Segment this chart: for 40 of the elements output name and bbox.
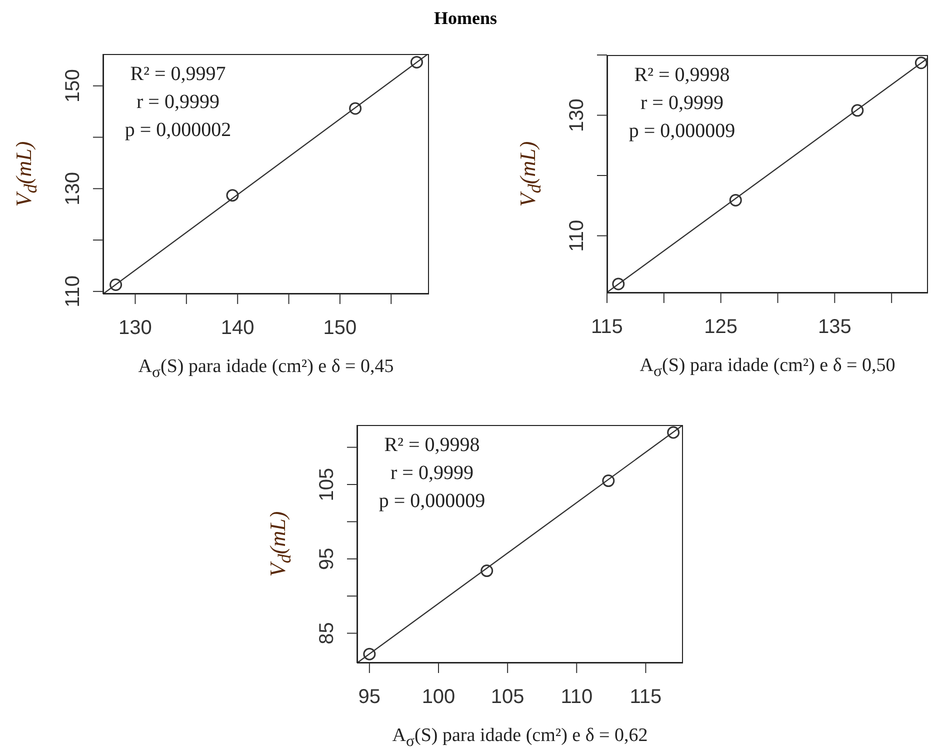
point [110, 278, 122, 291]
annotation: R² = 0,9998 [383, 433, 481, 458]
x-axis-title: A$_{σ}$(S) para idade (cm²) e δ = 0,50 [640, 355, 896, 381]
point [480, 564, 494, 578]
y-tick-label: 150 [62, 69, 84, 103]
annotation: R² = 0,9998 [633, 63, 731, 88]
annotation: p = 0,000009 [378, 489, 486, 514]
point [226, 189, 239, 202]
x-tick-label: 105 [490, 686, 524, 708]
point [612, 278, 625, 290]
x-axis-title: A$_{σ}$(S) para idade (cm²) e δ = 0,62 [392, 725, 648, 749]
y-tick-label: 95 [316, 548, 338, 570]
annotation: r = 0,9999 [640, 91, 724, 116]
annotation: r = 0,9999 [136, 90, 220, 115]
point [667, 426, 680, 439]
point [363, 648, 376, 660]
annotation: p = 0,000002 [124, 118, 232, 143]
y-tick-label: 85 [316, 622, 338, 644]
x-tick-label: 130 [118, 317, 152, 340]
point [729, 194, 742, 206]
point [410, 56, 423, 68]
annotation: p = 0,000009 [628, 119, 736, 144]
x-tick-label: 115 [630, 686, 662, 708]
x-axis-title: A$_{σ}$(S) para idade (cm²) e δ = 0,45 [138, 356, 394, 382]
point [851, 104, 864, 117]
text: Homens [433, 8, 498, 29]
y-tick-label: 105 [316, 468, 338, 502]
x-tick-label: 95 [358, 686, 381, 708]
annotation: r = 0,9999 [390, 461, 474, 486]
point [349, 102, 362, 115]
x-tick-label: 115 [591, 316, 623, 338]
x-tick-label: 140 [220, 317, 254, 340]
y-tick-label: 130 [62, 172, 84, 206]
point [602, 474, 615, 488]
x-tick-label: 125 [704, 316, 738, 338]
y-tick-label: 110 [62, 275, 84, 308]
x-tick-label: 100 [422, 686, 456, 708]
point [914, 56, 928, 70]
x-tick-label: 135 [818, 316, 852, 338]
annotation: R² = 0,9997 [129, 62, 227, 87]
